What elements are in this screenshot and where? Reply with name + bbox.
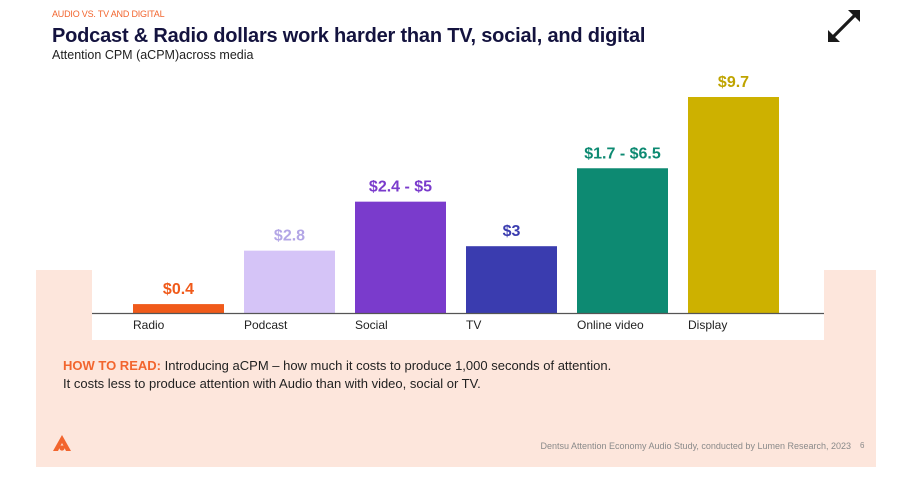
category-label: Online video bbox=[577, 318, 644, 332]
bar-podcast bbox=[244, 250, 335, 313]
expand-arrows-icon[interactable] bbox=[826, 8, 862, 44]
page-number: 6 bbox=[860, 441, 865, 450]
bar-display bbox=[688, 97, 779, 313]
how-to-read-line2: It costs less to produce attention with … bbox=[63, 376, 481, 391]
value-label: $2.4 - $5 bbox=[369, 179, 432, 196]
category-label: Display bbox=[688, 318, 727, 332]
value-label: $0.4 bbox=[163, 281, 194, 298]
bar-social bbox=[355, 201, 446, 313]
slide-title: Podcast & Radio dollars work harder than… bbox=[52, 25, 646, 47]
bar-online-video bbox=[577, 168, 668, 313]
category-label: Social bbox=[355, 318, 388, 332]
how-to-read-line1: Introducing aCPM – how much it costs to … bbox=[160, 358, 612, 373]
bar-tv bbox=[466, 246, 557, 313]
category-label: Podcast bbox=[244, 318, 288, 332]
section-eyebrow: AUDIO VS. TV AND DIGITAL bbox=[52, 9, 165, 19]
value-label: $9.7 bbox=[718, 74, 749, 91]
category-label: TV bbox=[466, 318, 481, 332]
dentsu-a-logo-icon bbox=[51, 434, 73, 452]
bar-radio bbox=[133, 304, 224, 313]
value-label: $1.7 - $6.5 bbox=[584, 145, 661, 162]
slide-subtitle: Attention CPM (aCPM)across media bbox=[52, 48, 254, 62]
source-note: Dentsu Attention Economy Audio Study, co… bbox=[540, 441, 851, 451]
value-label: $3 bbox=[503, 223, 521, 240]
how-to-read-text: HOW TO READ: Introducing aCPM – how much… bbox=[63, 357, 611, 393]
how-to-read-lead: HOW TO READ: bbox=[63, 358, 161, 373]
category-label: Radio bbox=[133, 318, 165, 332]
value-label: $2.8 bbox=[274, 228, 305, 245]
